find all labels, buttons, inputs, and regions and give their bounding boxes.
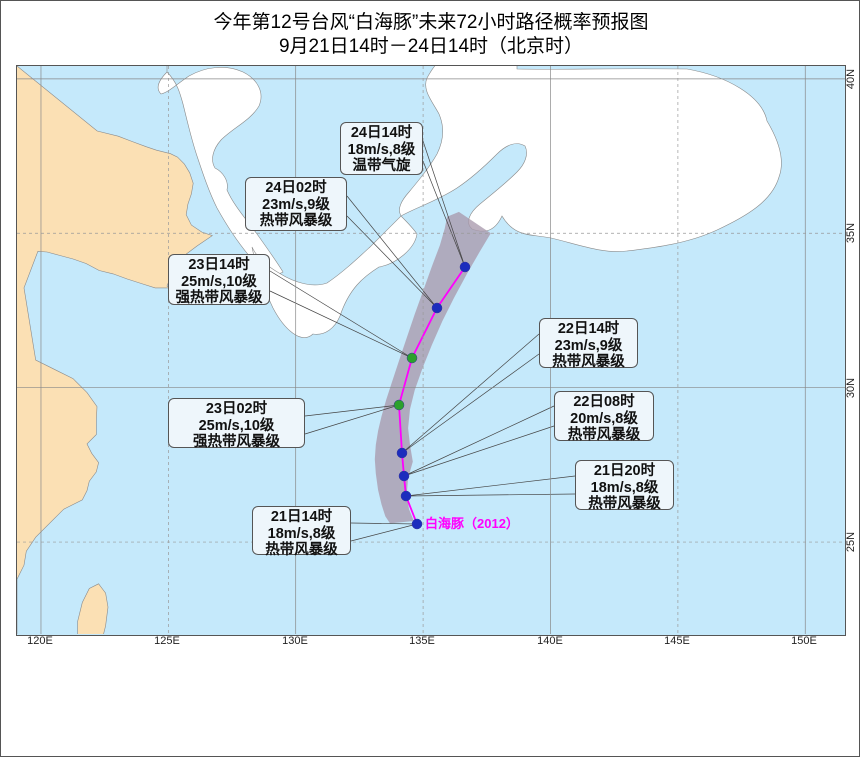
svg-text:白海豚（2012）: 白海豚（2012） [425,516,519,531]
